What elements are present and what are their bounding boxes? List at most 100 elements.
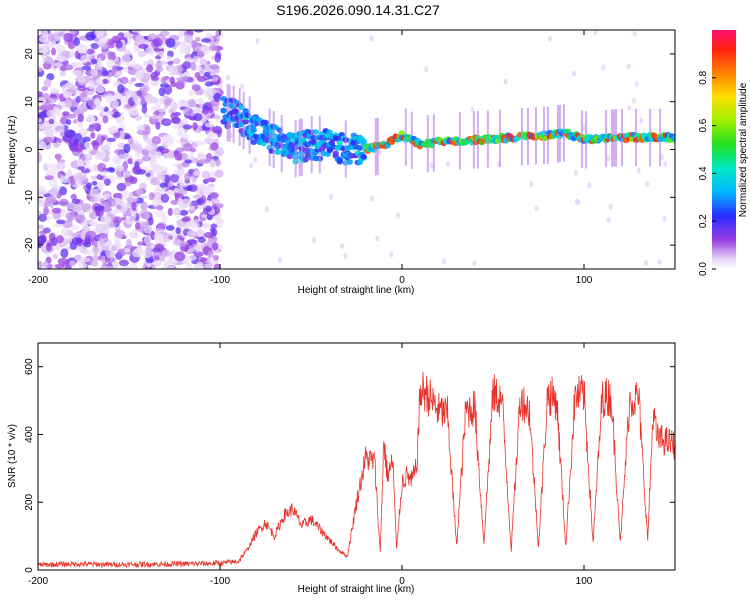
spectrogram-cell	[424, 66, 429, 73]
spectrogram-cell	[636, 167, 641, 174]
spectrogram-cell	[56, 219, 66, 225]
spectrogram-cell	[211, 75, 218, 82]
spectrogram-cell	[84, 141, 91, 149]
spectrogram-cell	[38, 213, 47, 222]
spectrogram-cell	[188, 89, 195, 97]
spectrogram-cell	[332, 150, 339, 157]
spectrogram-cell	[204, 71, 211, 78]
spectrogram-cell	[67, 39, 75, 49]
spectrogram-cell	[136, 143, 143, 154]
spectrogram-cell	[209, 192, 220, 199]
spectrogram-cell	[131, 30, 143, 33]
spectrogram-cell	[43, 206, 49, 216]
y-tick-label: 200	[24, 493, 35, 510]
spectrogram-cell	[201, 109, 209, 115]
spectrogram-cell	[163, 237, 171, 243]
spectrogram-cell	[209, 44, 218, 52]
spectrogram-cell	[71, 236, 83, 245]
spectrogram-cell	[90, 42, 100, 50]
colorbar-gradient	[712, 30, 736, 269]
spectrogram-cell	[274, 149, 281, 155]
spectrogram-cell	[52, 253, 59, 260]
spectrogram-cell	[188, 99, 197, 108]
spectrogram-cell	[183, 132, 189, 141]
spectrogram-cell	[47, 97, 57, 104]
colorbar-label: Normalized spectral amplitude	[738, 82, 749, 217]
spectrogram-cell	[81, 65, 92, 71]
spectrogram-cell	[179, 209, 189, 216]
spectrogram-cell	[93, 37, 101, 42]
spectrogram-cell	[158, 108, 167, 113]
spectrogram-cell	[119, 130, 125, 141]
spectrogram-cell	[42, 261, 49, 269]
spectrogram-cell	[564, 128, 572, 135]
spectrogram-cell	[242, 108, 249, 114]
spectrogram-cell	[129, 176, 138, 185]
spectrogram-cell	[167, 207, 173, 217]
spectrogram-cell	[168, 265, 175, 269]
x-tick-label: 100	[576, 275, 593, 286]
spectrogram-cell	[42, 136, 53, 144]
spectrogram-cell	[174, 251, 186, 262]
spectrogram-cell	[346, 159, 353, 165]
spectrogram-cell	[212, 199, 222, 204]
colorbar-tick-label: 0.4	[698, 166, 709, 180]
spectrogram-cell	[66, 229, 73, 236]
spectrogram-cell	[645, 181, 650, 188]
spectrogram-cell	[187, 108, 193, 115]
spectrogram-cell	[162, 263, 169, 269]
spectrogram-cell	[248, 96, 251, 154]
spectrogram-cell	[91, 246, 103, 255]
spectrogram-cell	[123, 143, 131, 154]
spectrogram-cell	[64, 98, 73, 109]
spectrogram-cell	[60, 248, 69, 259]
spectrogram-cell	[92, 253, 99, 263]
colorbar: 0.0 0.2 0.4 0.6 0.8 Normalized spectral ampl…	[698, 30, 749, 276]
spectrogram-cell	[194, 71, 201, 79]
spectrogram-cell	[175, 227, 182, 235]
snr-xlabel: Height of straight line (km)	[298, 584, 415, 595]
spectrogram-cell	[38, 224, 45, 230]
spectrogram-cell	[209, 64, 220, 70]
spectrogram-cell	[186, 239, 198, 245]
spectrogram-cell	[91, 180, 98, 186]
spectrogram-cell	[38, 139, 45, 149]
spectrogram-cell	[196, 261, 204, 269]
spectrogram-cell	[155, 121, 161, 130]
spectrogram-cell	[114, 148, 125, 155]
spectrogram-cell	[180, 198, 192, 208]
spectrogram-cell	[41, 86, 48, 92]
spectrogram-cell	[43, 43, 49, 54]
spectrogram-cell	[93, 240, 99, 247]
spectrogram-cell	[61, 84, 68, 94]
spectrogram-cell	[197, 153, 209, 158]
spectrogram-cell	[49, 187, 59, 197]
spectrogram-cell	[102, 78, 109, 84]
y-tick-label: -10	[24, 190, 35, 205]
spectrogram-cell	[288, 141, 295, 148]
spectrogram-cell	[670, 135, 675, 142]
spectrogram-cell	[608, 203, 613, 210]
spectrogram-cell	[44, 175, 54, 181]
spectrogram-cell	[122, 66, 129, 73]
colorbar-ticks: 0.0 0.2 0.4 0.6 0.8	[698, 70, 716, 276]
spectrogram-cell	[91, 122, 99, 129]
spectrogram-cell	[188, 205, 196, 211]
spectrogram-cell	[107, 51, 113, 60]
spectrogram-cell	[153, 259, 162, 267]
spectrogram-cell	[99, 198, 106, 204]
spectrogram-cell	[95, 208, 104, 217]
spectrogram-cell	[61, 228, 69, 236]
spectrogram-cell	[73, 37, 80, 46]
spectrogram-cell	[120, 95, 127, 101]
spectrogram-cell	[132, 63, 142, 70]
spectrogram-cell	[72, 119, 79, 124]
spectrogram-cell	[193, 219, 201, 224]
spectrogram-cell	[155, 55, 161, 60]
spectrogram-cell	[197, 237, 206, 244]
spectrogram-cell	[59, 175, 69, 184]
spectrogram-cell	[77, 85, 88, 92]
spectrogram-cell	[120, 55, 132, 62]
spectrogram-cell	[163, 139, 174, 146]
spectrogram-cell	[573, 170, 578, 177]
